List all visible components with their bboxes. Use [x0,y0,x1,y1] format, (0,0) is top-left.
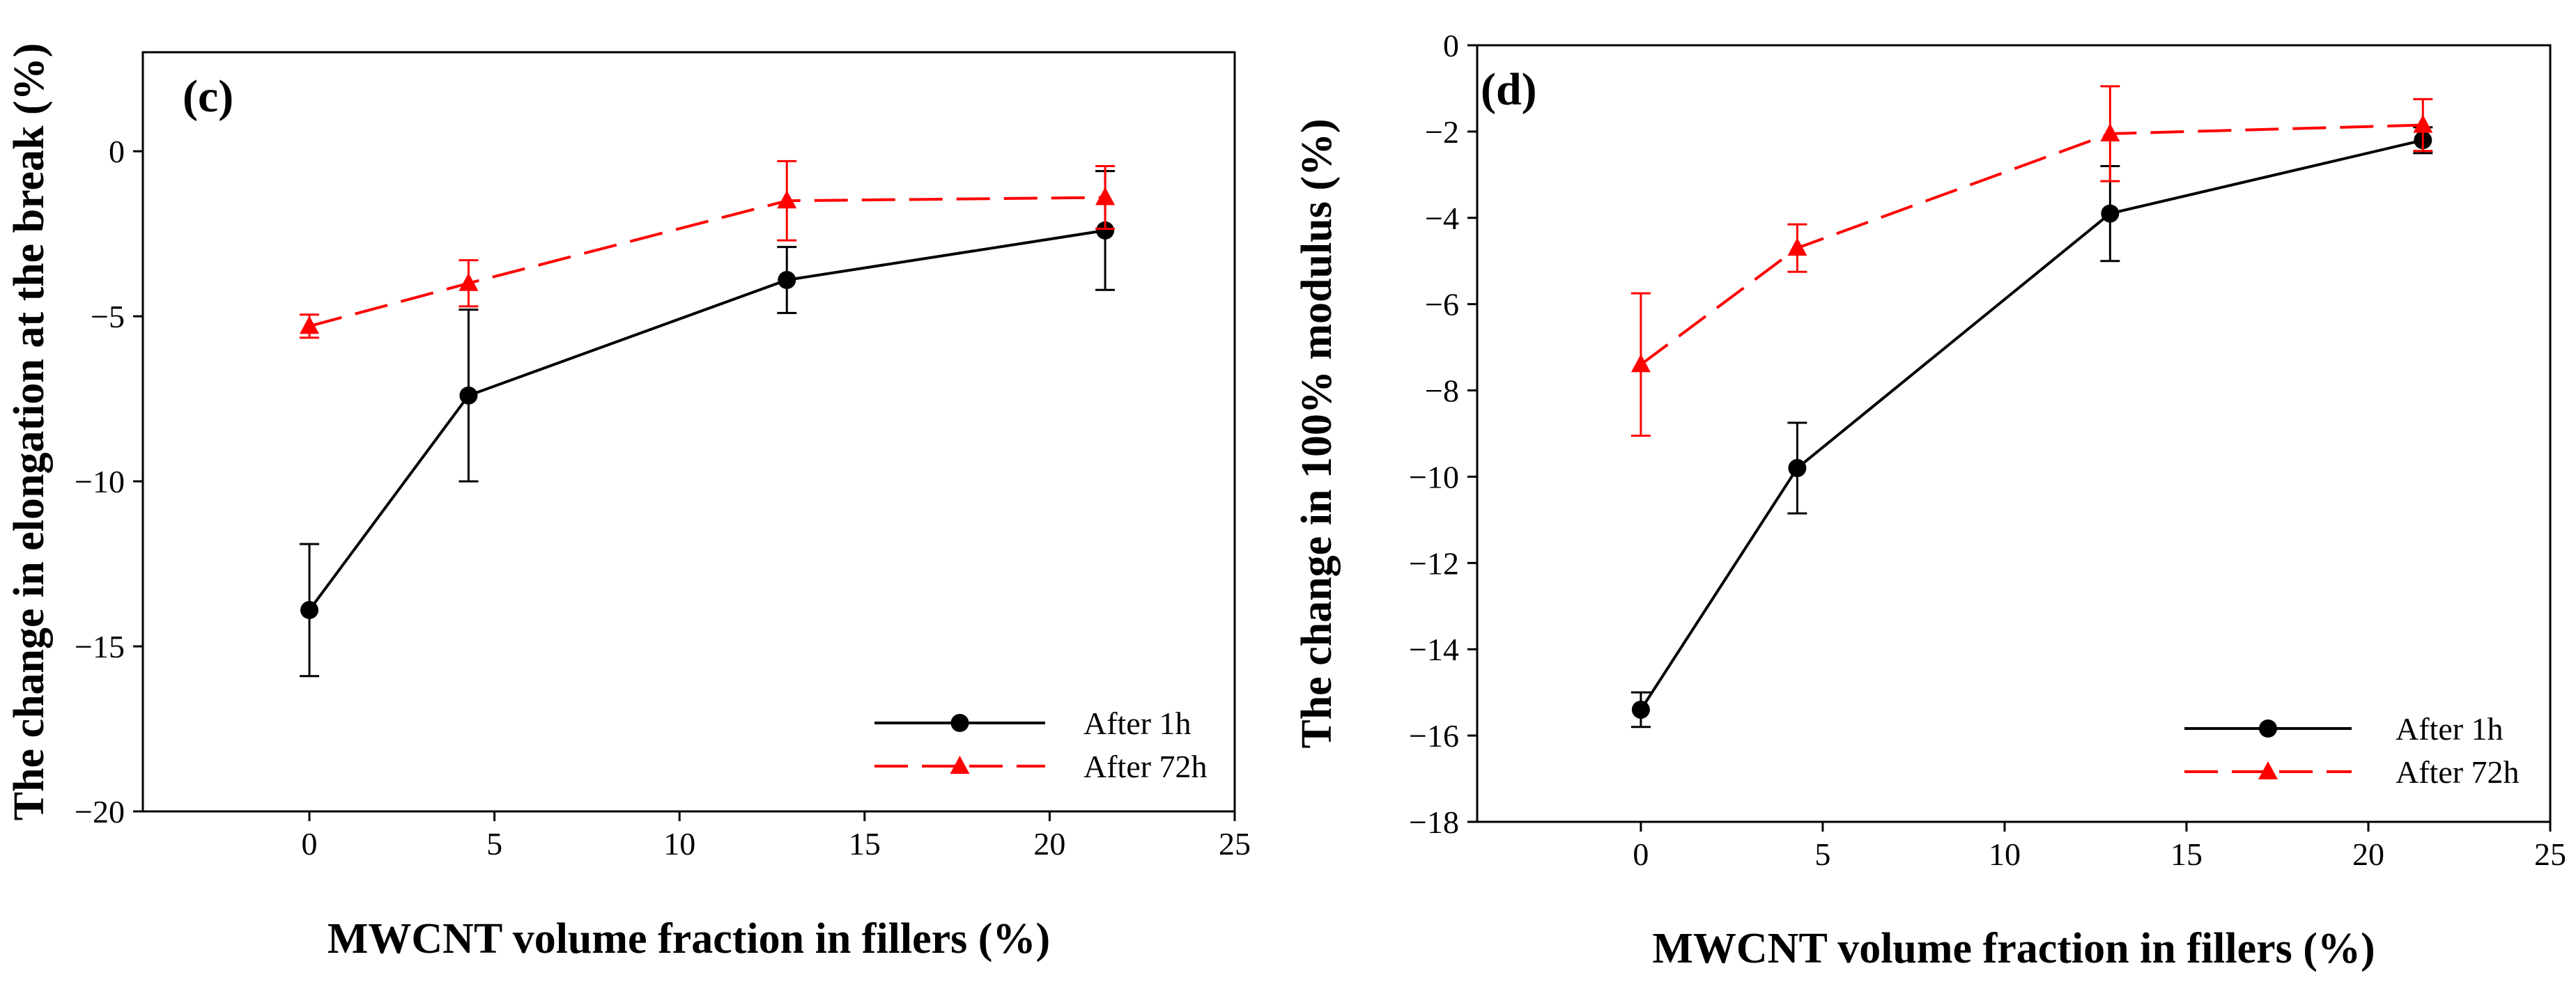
x-tick-label: 0 [1633,836,1649,872]
y-tick-label: −12 [1409,545,1459,581]
series-after-1h [300,170,1116,678]
data-point [458,272,479,291]
series-after-72h [1630,85,2433,437]
x-tick-label: 15 [849,826,881,862]
legend-marker [2258,761,2278,779]
data-point [2413,114,2433,133]
legend-marker [950,756,970,774]
y-tick-label: −15 [75,629,125,664]
data-point [777,190,797,209]
y-tick-label: −20 [75,794,125,830]
y-tick-label: −10 [75,464,125,499]
y-tick-label: −2 [1425,114,1459,150]
data-point [1630,354,1651,373]
legend-entry: After 72h [2184,754,2520,790]
panel-label: (d) [1481,64,1537,115]
y-tick-label: −6 [1425,287,1459,322]
plot-frame [1476,44,2552,823]
series-line [1640,139,2423,711]
data-point [300,600,319,619]
data-point [1631,700,1650,719]
x-tick-label: 10 [663,826,695,862]
x-tick-label: 5 [486,826,502,862]
x-tick-label: 15 [2170,836,2203,872]
x-tick-label: 25 [2534,836,2566,872]
y-tick-label: −8 [1425,373,1459,409]
x-tick-label: 0 [302,826,318,862]
data-point [778,271,796,289]
data-point [459,386,478,405]
x-tick-label: 5 [1814,836,1830,872]
legend-label: After 1h [1083,706,1191,741]
series-after-72h [300,159,1116,339]
panel-label: (c) [183,71,233,122]
legend-marker [2259,719,2277,738]
data-point [2100,123,2120,141]
legend-entry: After 1h [874,706,1191,741]
y-axis-title: The change in elongation at the break (%… [6,43,53,821]
data-point [1787,237,1807,256]
series-after-1h [1630,126,2433,729]
x-tick-label: 20 [1033,826,1065,862]
legend-label: After 72h [1083,749,1208,784]
plot-frame [141,51,1236,813]
legend-label: After 72h [2396,754,2520,790]
data-point [300,316,320,334]
legend-entry: After 72h [874,749,1208,784]
y-tick-label: 0 [109,134,125,169]
data-point [1095,187,1116,205]
chart-panel-c: 0 5 10 15 20 25 −20 −15 −10 −5 0 MWCNT volume fract… [6,43,1251,963]
legend-marker [950,714,969,732]
legend-label: After 1h [2396,711,2504,747]
y-tick-label: −4 [1425,201,1459,236]
y-tick-label: 0 [1443,28,1459,63]
y-tick-label: −16 [1409,718,1459,754]
y-tick-label: −14 [1409,632,1459,667]
x-tick-label: 20 [2352,836,2384,872]
data-point [2101,204,2120,223]
y-tick-label: −5 [91,299,125,334]
x-tick-label: 25 [1219,826,1251,862]
x-axis-title: MWCNT volume fraction in fillers (%) [327,915,1050,963]
series-line [308,228,1106,612]
series-line [309,196,1106,328]
series-line [1640,123,2423,366]
y-tick-label: −10 [1409,459,1459,494]
y-axis-title: The change in 100% modulus (%) [1293,118,1341,748]
chart-panel-d: 0 5 10 15 20 25 −18 −16 −14 −12 −10 −8 −6 −4 −2 0 MWCNT … [1293,28,2566,972]
legend-entry: After 1h [2184,711,2504,747]
data-point [1096,221,1115,240]
x-tick-label: 10 [1989,836,2021,872]
y-tick-label: −18 [1409,804,1459,840]
x-axis-title: MWCNT volume fraction in fillers (%) [1652,925,2375,972]
data-point [1788,459,1807,478]
